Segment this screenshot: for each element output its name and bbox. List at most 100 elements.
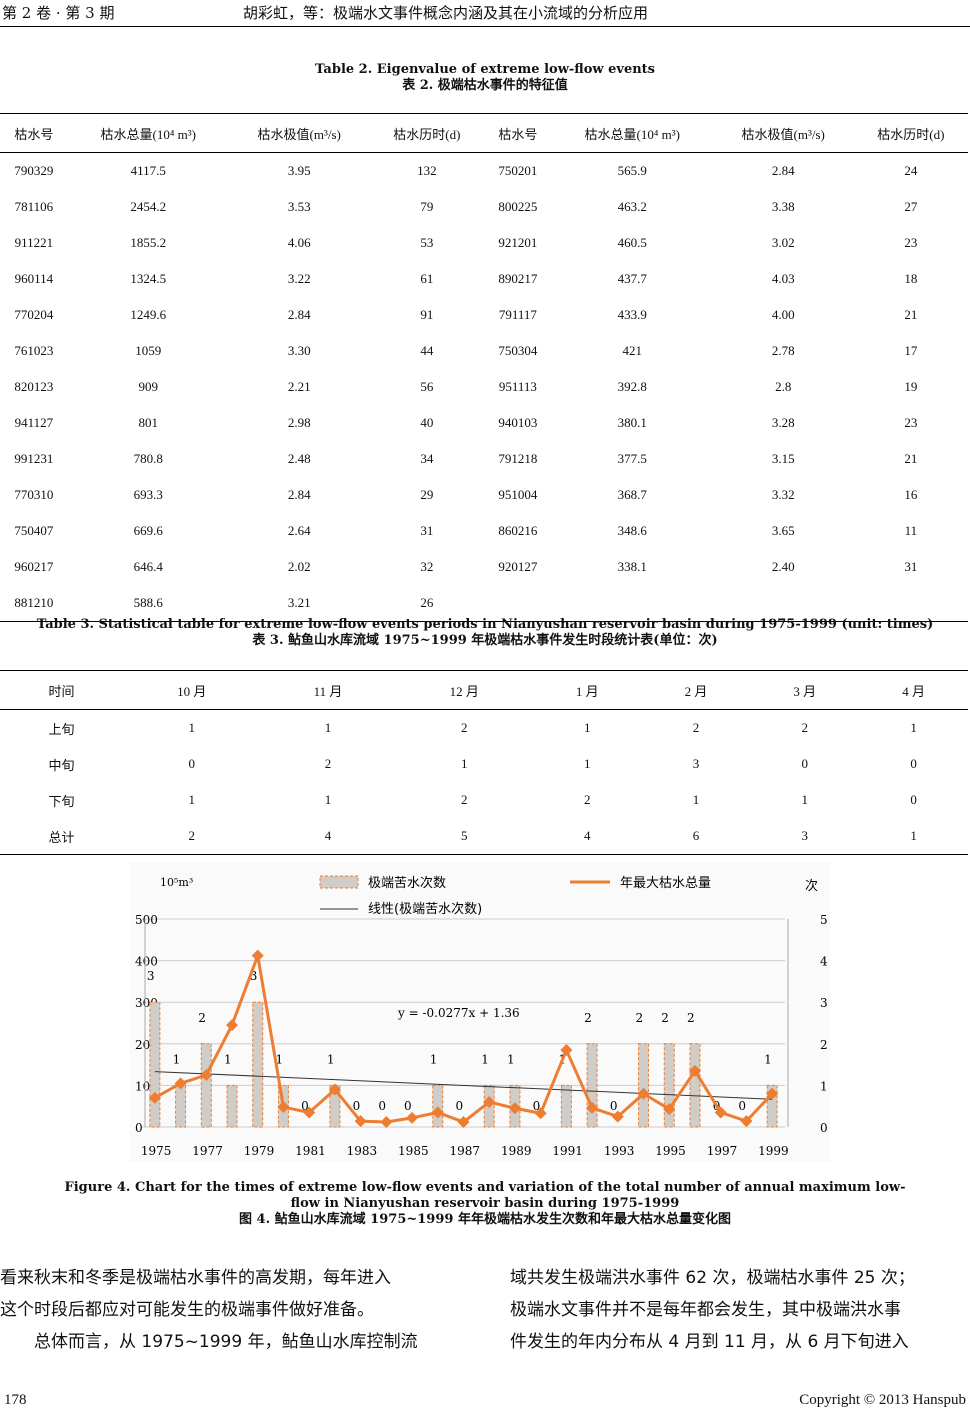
table-cell: 0 (910, 792, 917, 807)
figure-caption: Figure 4. Chart for the times of extreme… (0, 1180, 970, 1228)
table-cell: 4 (532, 818, 642, 855)
x-tick: 1993 (604, 1144, 635, 1158)
line-marker (277, 1101, 290, 1114)
column-header: 3 月 (750, 670, 860, 710)
table-cell: 1 (324, 792, 332, 807)
y-left-label: 10⁵m³ (160, 876, 193, 889)
y-right-label: 次 (805, 878, 818, 894)
table-cell: 941127 (14, 415, 54, 430)
bar-label: 1 (327, 1052, 335, 1066)
bar-label: 0 (456, 1099, 464, 1113)
table-cell: 881210 (0, 585, 68, 622)
x-tick: 1999 (758, 1144, 789, 1158)
table-row: 960217 646.4 2.02 32 920127 338.1 2.40 31 (0, 549, 968, 585)
line-marker (200, 1069, 213, 1081)
x-tick: 1983 (347, 1144, 378, 1158)
table-row: 941127 801 2.98 40 940103 380.1 3.28 23 (0, 405, 968, 441)
table-cell: 790329 (14, 163, 54, 178)
body-line: 域共发生极端洪水事件 62 次，极端枯水事件 25 次； (510, 1268, 915, 1288)
x-tick: 1979 (244, 1144, 275, 1158)
table-cell: 463.2 (617, 199, 647, 214)
line-marker (303, 1106, 316, 1119)
legend-bar-swatch (319, 875, 359, 889)
table-cell: 951004 (498, 487, 538, 502)
table-cell: 1 (583, 756, 591, 771)
table-cell: 3.32 (771, 487, 795, 502)
table-cell (853, 585, 968, 622)
column-header: 枯水历时(d) (369, 113, 484, 153)
table-cell: 951113 (498, 379, 537, 394)
table-cell: 16 (904, 487, 918, 502)
table-cell: 2 (583, 792, 591, 807)
table-row: 881210 588.6 3.21 26 (0, 585, 968, 622)
table-cell: 3.38 (771, 199, 795, 214)
bar (432, 1084, 444, 1128)
table-cell: 750407 (14, 523, 54, 538)
table-cell: 31 (904, 559, 918, 574)
table-cell: 4.03 (771, 271, 795, 286)
table-cell: 911221 (14, 235, 54, 250)
table-cell: 392.8 (617, 379, 647, 394)
y-right-tick: 4 (820, 955, 828, 969)
line-marker (406, 1111, 419, 1124)
table2-caption: Table 2. Eigenvalue of extreme low-flow … (0, 62, 970, 94)
line-marker (174, 1077, 187, 1090)
table-cell: 801 (138, 415, 158, 430)
table-row: 下旬 1 1 2 2 1 1 0 (0, 782, 968, 818)
table-cell: 3.53 (287, 199, 311, 214)
table-cell: 1 (859, 818, 968, 855)
table-cell: 2.84 (771, 163, 795, 178)
table-cell: 32 (420, 559, 434, 574)
table-cell: 4 (260, 818, 396, 855)
line-marker (148, 1091, 161, 1104)
table-cell: 4117.5 (130, 163, 166, 178)
table-row: 中旬 0 2 1 1 3 0 0 (0, 746, 968, 782)
bar-label: 0 (353, 1099, 361, 1113)
x-tick: 1995 (655, 1144, 686, 1158)
x-tick: 1981 (295, 1144, 326, 1158)
table-cell: 1 (460, 756, 468, 771)
table-cell: 693.3 (133, 487, 163, 502)
table-cell: 2.21 (287, 379, 311, 394)
y-right-tick: 5 (820, 913, 828, 927)
bar (560, 1084, 572, 1128)
y-left-tick: 500 (135, 913, 158, 927)
column-header: 枯水极值(m³/s) (228, 113, 370, 153)
bar-label: 1 (764, 1052, 772, 1066)
line-marker (586, 1101, 599, 1114)
table-cell: 总计 (0, 818, 124, 855)
table-cell (712, 585, 854, 622)
table-cell: 565.9 (617, 163, 647, 178)
table-cell: 1855.2 (130, 235, 167, 250)
table-cell: 421 (622, 343, 642, 358)
article-title: 胡彩虹，等：极端水文事件概念内涵及其在小流域的分析应用 (243, 4, 649, 22)
table-cell: 380.1 (617, 415, 647, 430)
line-marker (688, 1064, 701, 1077)
y-right-tick: 0 (820, 1121, 828, 1135)
table-cell: 2.8 (775, 379, 792, 394)
bar-label: 0 (533, 1099, 541, 1113)
x-tick: 1985 (398, 1144, 429, 1158)
bar-label: 2 (584, 1011, 592, 1025)
table-cell: 460.5 (617, 235, 647, 250)
table-cell: 中旬 (48, 757, 75, 773)
table-cell: 2 (460, 792, 468, 807)
column-header: 枯水极值(m³/s) (712, 113, 854, 153)
bar-label: 0 (610, 1099, 618, 1113)
chart-background (130, 862, 830, 1162)
table-cell (483, 585, 552, 622)
table-cell: 21 (904, 307, 918, 322)
line-marker (251, 949, 264, 962)
bar-label: 2 (687, 1011, 695, 1025)
table-row: 991231 780.8 2.48 34 791218 377.5 3.15 21 (0, 441, 968, 477)
table-cell: 669.6 (133, 523, 163, 538)
table-cell: 960217 (14, 559, 54, 574)
table-cell: 4.06 (287, 235, 311, 250)
bar (175, 1084, 187, 1128)
table-cell: 2 (692, 720, 700, 735)
line-marker (431, 1106, 444, 1119)
line-marker (328, 1083, 341, 1096)
table-cell: 24 (904, 163, 918, 178)
table-cell: 2.78 (771, 343, 795, 358)
